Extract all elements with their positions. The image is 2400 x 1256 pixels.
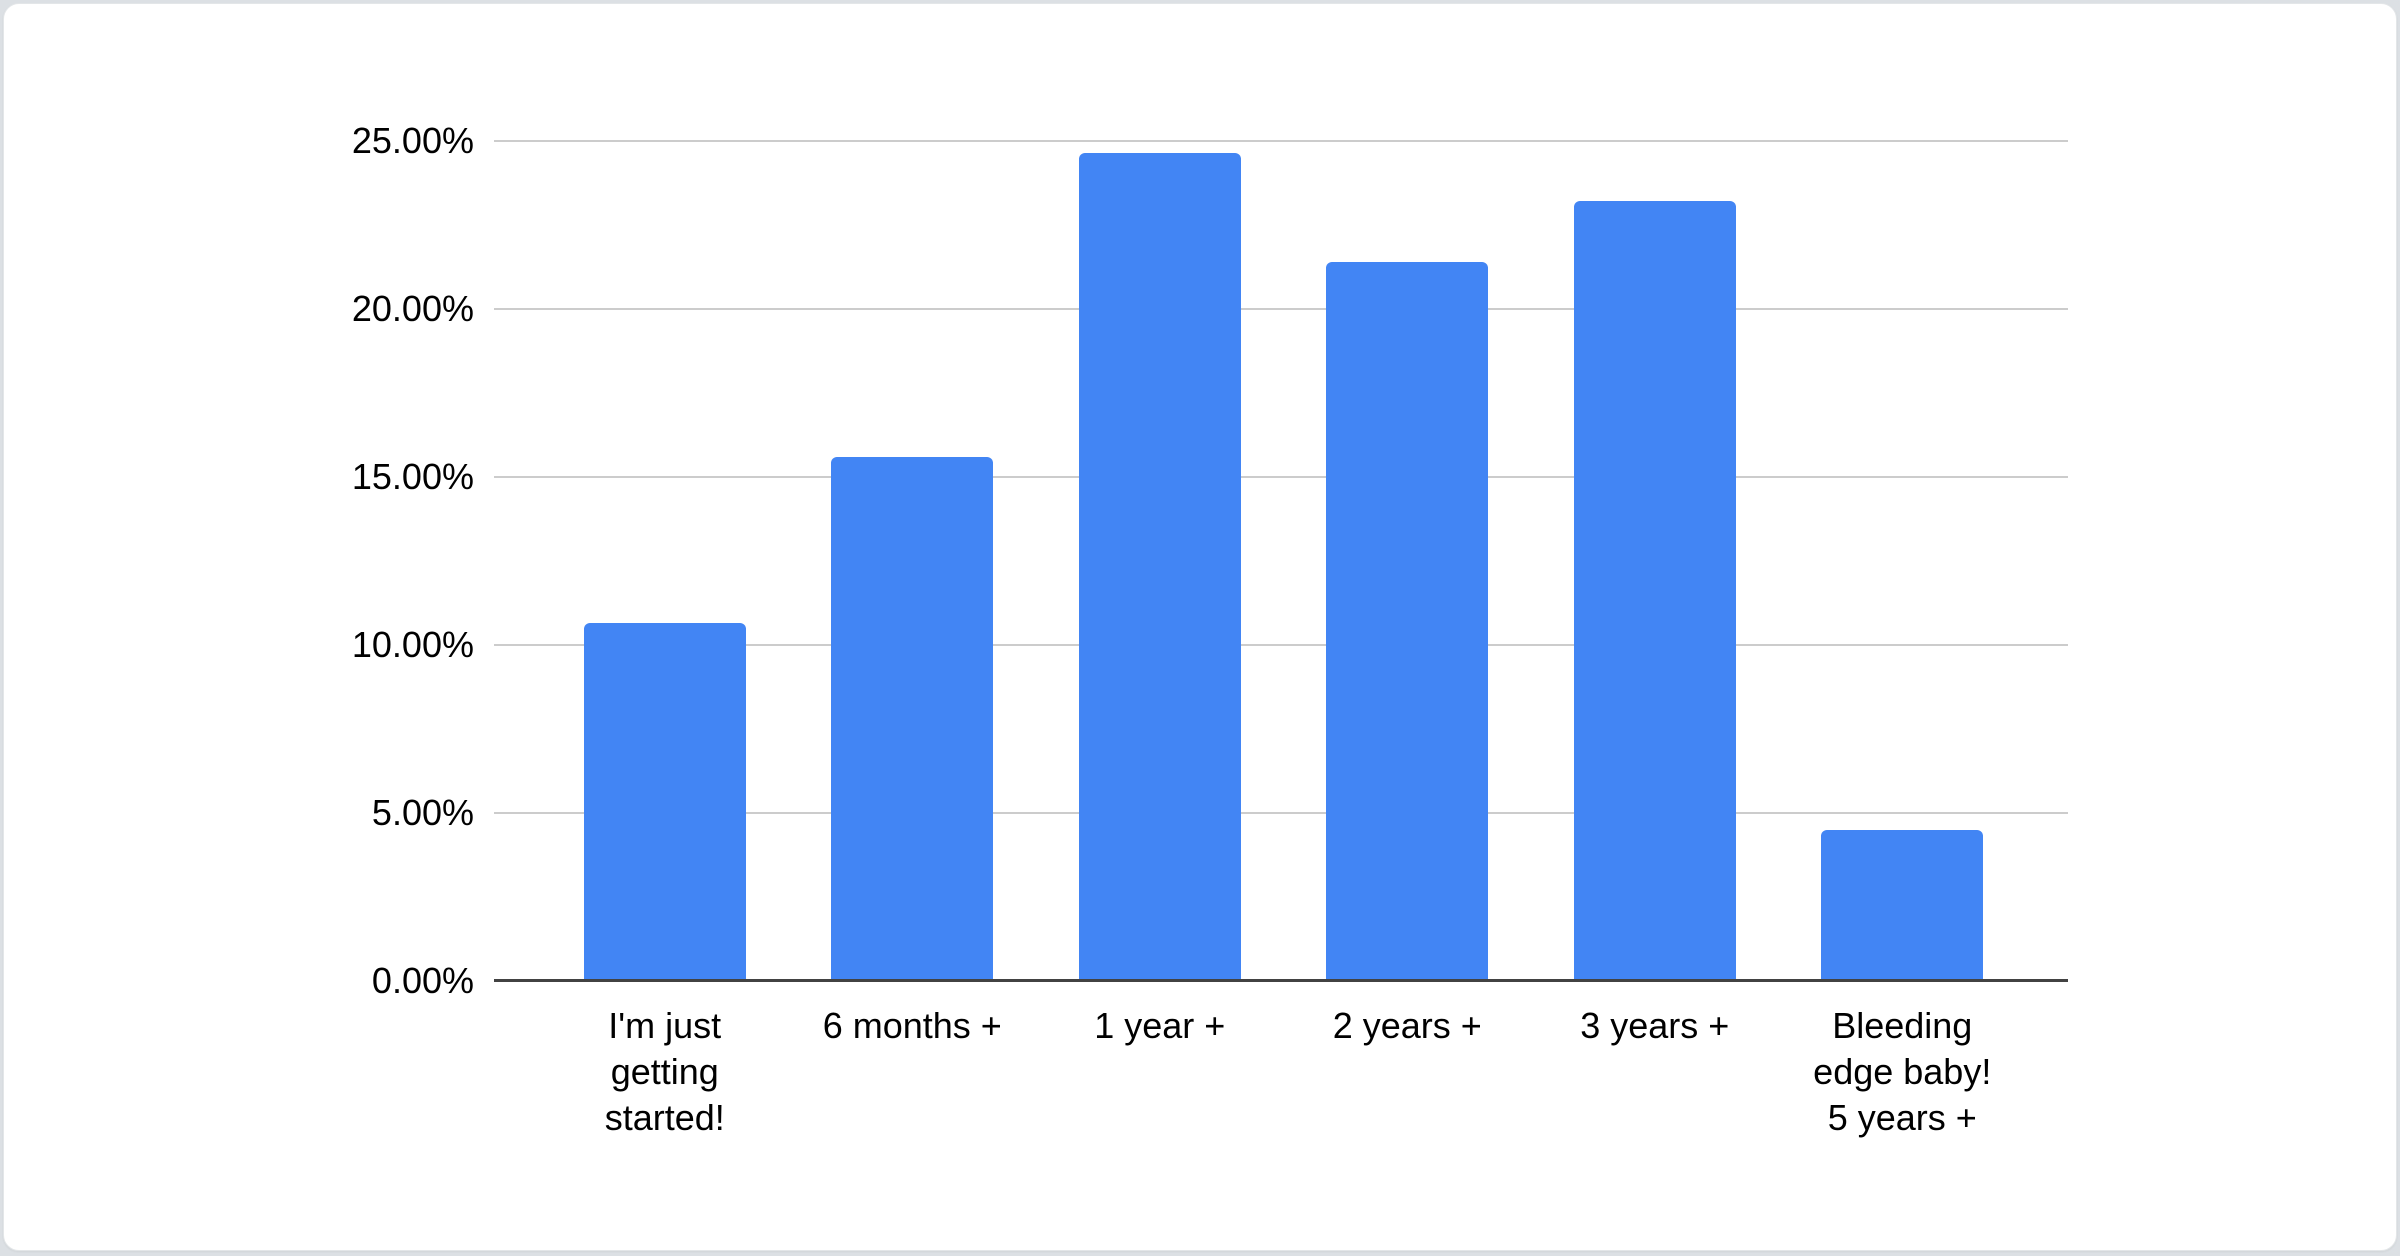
bar — [1821, 829, 1984, 981]
bar-cell — [789, 141, 1037, 981]
bar — [1078, 152, 1241, 981]
y-tick-label: 25.00% — [351, 120, 474, 161]
x-axis-category-label: 3 years + — [1580, 1005, 1730, 1046]
bar — [583, 623, 746, 981]
x-axis-labels: I'm just getting started! 6 months + 1 yea… — [541, 1003, 2026, 1141]
bar-chart: 0.00% 5.00% 10.00% 15.00% 20.00% 25.00% I'm j… — [4, 4, 2396, 1250]
gridline — [494, 644, 2068, 646]
y-tick-label: 0.00% — [371, 960, 474, 1001]
chart-card: 0.00% 5.00% 10.00% 15.00% 20.00% 25.00% I'm j… — [3, 3, 2397, 1251]
bar — [831, 456, 994, 981]
x-axis-category-label: 6 months + — [822, 1005, 1002, 1046]
x-axis-category-label: Bleeding edge baby! 5 years + — [1813, 1005, 1992, 1138]
bar-cell — [541, 141, 789, 981]
y-tick-label: 5.00% — [371, 792, 474, 833]
bar-cell — [1531, 141, 1779, 981]
plot-area — [494, 140, 2068, 982]
bar — [1326, 261, 1489, 981]
bar-cell — [1036, 141, 1284, 981]
y-tick-label: 15.00% — [351, 456, 474, 497]
x-axis-category-label: 1 year + — [1094, 1005, 1226, 1046]
gridline — [494, 308, 2068, 310]
gridline — [494, 476, 2068, 478]
bar-cell — [1779, 141, 2027, 981]
y-axis-labels: 0.00% 5.00% 10.00% 15.00% 20.00% 25.00% — [4, 120, 474, 1001]
x-axis-category-label: I'm just getting started! — [604, 1005, 725, 1138]
gridline — [494, 140, 2068, 142]
bars-row — [541, 141, 2026, 981]
bar-cell — [1284, 141, 1532, 981]
gridline — [494, 812, 2068, 814]
bar — [1573, 201, 1736, 981]
y-tick-label: 20.00% — [351, 288, 474, 329]
x-axis-category-label: 2 years + — [1332, 1005, 1482, 1046]
y-tick-label: 10.00% — [351, 624, 474, 665]
x-axis-line — [494, 979, 2068, 982]
